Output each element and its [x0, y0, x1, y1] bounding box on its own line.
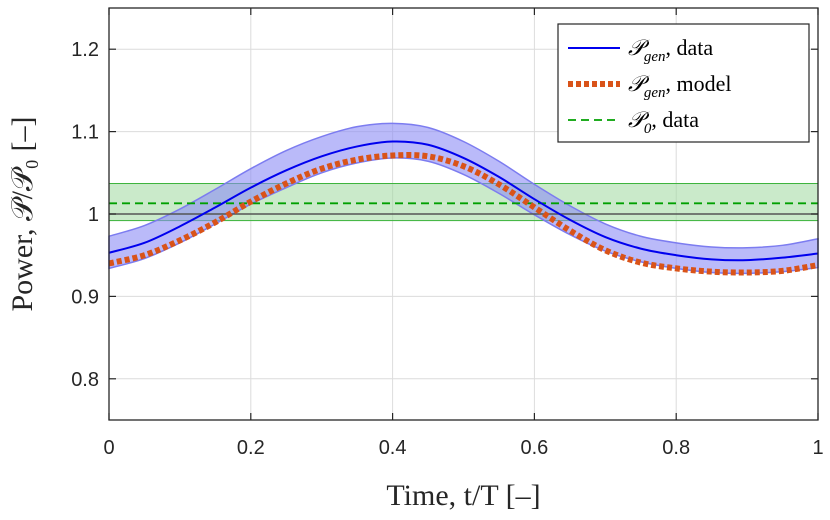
- legend-entry-2: 𝒫0, data: [628, 107, 699, 137]
- x-tick-label: 0: [103, 437, 114, 459]
- axis-ticks: 0 0.2 0.4 0.6 0.8 1 0.8 0.9 1 1.1 1.2: [71, 8, 824, 459]
- legend-box: [557, 23, 810, 143]
- y-tick-label: 1: [88, 204, 99, 226]
- x-tick-label: 1: [812, 437, 823, 459]
- uncertainty-bands: [108, 122, 819, 275]
- legend-subscript: gen: [644, 85, 666, 101]
- x-tick-label: 0.8: [662, 437, 690, 459]
- legend-subscript: 0: [644, 121, 652, 137]
- legend-label-text: , data: [666, 35, 714, 60]
- legend-label-text: , model: [666, 71, 732, 96]
- series-lines: [108, 140, 819, 276]
- y-axis-label: Power, 𝒫/𝒫₀ [–]: [6, 117, 39, 312]
- pgen-model-line: [108, 152, 819, 276]
- x-tick-label: 0.4: [379, 437, 407, 459]
- y-tick-label: 0.8: [71, 369, 99, 391]
- pgen-data-line: [108, 140, 819, 262]
- x-tick-label: 0.2: [237, 437, 265, 459]
- x-axis-label: Time, t/T [–]: [386, 479, 540, 512]
- y-tick-label: 1.1: [71, 122, 99, 144]
- x-tick-label: 0.6: [520, 437, 548, 459]
- legend-subscript: gen: [644, 49, 666, 65]
- y-tick-label: 1.2: [71, 39, 99, 61]
- y-tick-label: 0.9: [71, 286, 99, 308]
- legend-label-text: , data: [651, 107, 699, 132]
